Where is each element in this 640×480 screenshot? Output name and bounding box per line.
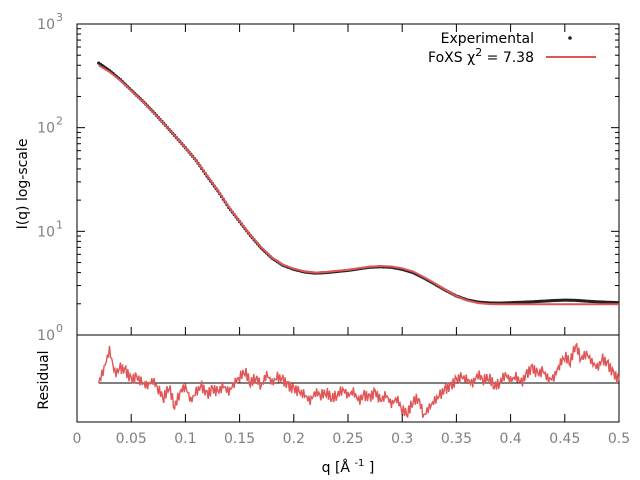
x-tick-label: 0.25 xyxy=(332,431,363,447)
legend-label-foxs: FoXS χ2 = 7.38 xyxy=(428,46,534,66)
main-panel xyxy=(76,23,620,336)
residual-series xyxy=(98,343,620,418)
residual-y-axis-label: Residual xyxy=(36,350,52,409)
x-tick-label: 0.45 xyxy=(549,431,580,447)
x-tick-label: 0.2 xyxy=(283,431,305,447)
main-y-axis-label: I(q) log-scale xyxy=(15,139,31,230)
residual-line xyxy=(98,343,620,418)
y-tick-label: 10 xyxy=(37,121,55,137)
x-tick-label: 0.15 xyxy=(224,431,255,447)
x-tick-label: 0.05 xyxy=(116,431,147,447)
residual-panel xyxy=(76,334,620,423)
y-tick-exponent: 2 xyxy=(56,115,63,128)
residual-plot-frame xyxy=(76,334,620,423)
x-tick-label: 0.1 xyxy=(174,431,196,447)
x-tick-label: 0.5 xyxy=(608,431,630,447)
foxs-fit-line xyxy=(98,64,619,306)
main-plot-frame xyxy=(76,23,620,336)
x-ticks: 0 0.05 0.1 0.15 0.2 0.25 0.3 0.35 0.4 0.45 0.5 xyxy=(73,24,630,447)
y-tick-label: 10 xyxy=(37,328,55,344)
y-tick-label: 10 xyxy=(37,17,55,33)
x-axis-label: q [Å -1 ] xyxy=(322,458,375,476)
legend-label-experimental: Experimental xyxy=(441,31,534,47)
main-series xyxy=(97,61,619,306)
y-tick-label: 10 xyxy=(37,224,55,240)
y-tick-exponent: 1 xyxy=(56,218,63,231)
x-tick-label: 0.3 xyxy=(391,431,413,447)
x-tick-label: 0.35 xyxy=(441,431,472,447)
y-tick-exponent: 0 xyxy=(56,322,63,335)
y-tick-exponent: 3 xyxy=(56,11,63,24)
legend-point-marker xyxy=(568,36,572,40)
x-tick-label: 0.4 xyxy=(499,431,521,447)
x-tick-label: 0 xyxy=(73,431,82,447)
